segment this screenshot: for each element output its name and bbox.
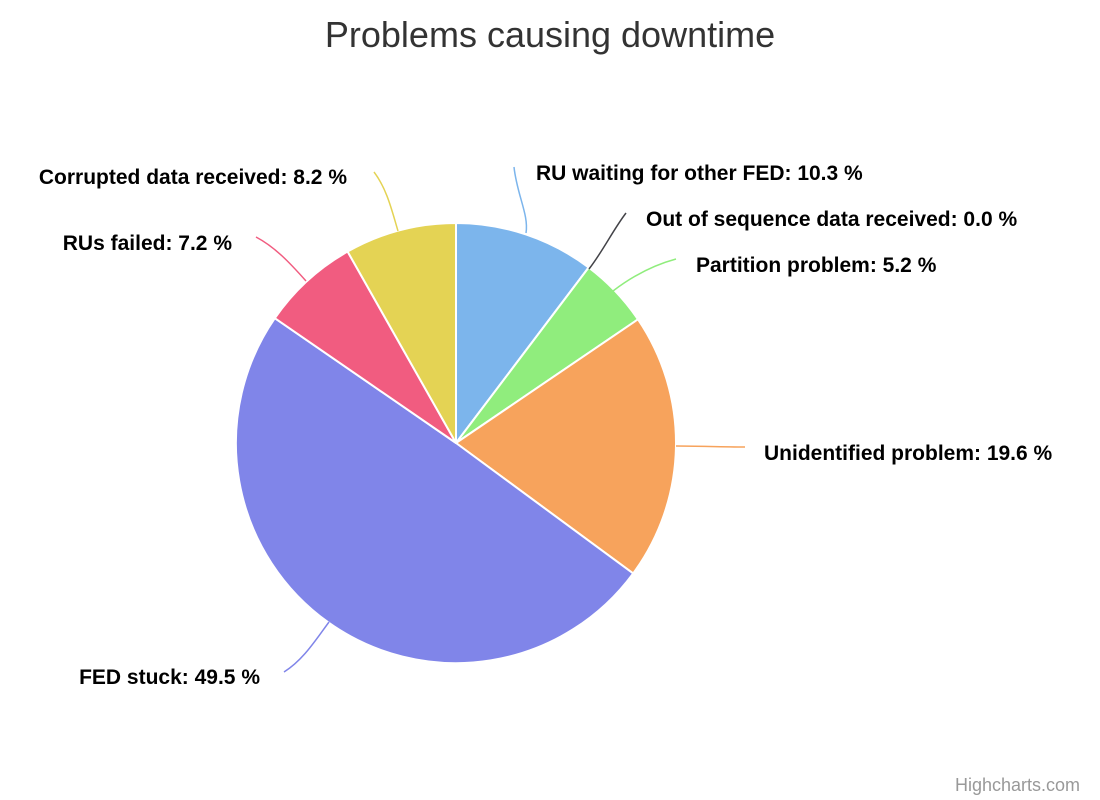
connector-out-of-sequence-data-received xyxy=(588,212,627,270)
data-label-partition-problem: Partition problem: 5.2 % xyxy=(696,254,937,277)
pie-slices xyxy=(234,222,677,665)
data-label-unidentified-problem: Unidentified problem: 19.6 % xyxy=(764,442,1053,465)
credits-link[interactable]: Highcharts.com xyxy=(955,775,1080,795)
data-label-rus-failed: RUs failed: 7.2 % xyxy=(63,232,233,255)
pie-slice-corrupted-data-received[interactable] xyxy=(346,222,457,444)
data-label-out-of-sequence-data-received: Out of sequence data received: 0.0 % xyxy=(646,208,1017,231)
connector-partition-problem xyxy=(612,258,677,292)
data-label-fed-stuck: FED stuck: 49.5 % xyxy=(79,666,260,689)
data-label-ru-waiting-for-other-fed: RU waiting for other FED: 10.3 % xyxy=(536,162,863,185)
connector-ru-waiting-for-other-fed xyxy=(513,166,528,234)
data-label-corrupted-data-received: Corrupted data received: 8.2 % xyxy=(39,166,347,189)
connector-unidentified-problem xyxy=(675,445,746,448)
pie-slice-ru-waiting-for-other-fed[interactable] xyxy=(455,222,590,444)
pie-slice-rus-failed[interactable] xyxy=(273,250,457,444)
chart-title: Problems causing downtime xyxy=(325,14,775,55)
pie-slice-unidentified-problem[interactable] xyxy=(455,318,677,575)
label-connectors xyxy=(255,166,746,673)
connector-rus-failed xyxy=(255,236,307,282)
connector-corrupted-data-received xyxy=(373,171,399,232)
data-labels: RU waiting for other FED: 10.3 % Out of s… xyxy=(39,162,1053,689)
connector-fed-stuck xyxy=(283,621,330,673)
